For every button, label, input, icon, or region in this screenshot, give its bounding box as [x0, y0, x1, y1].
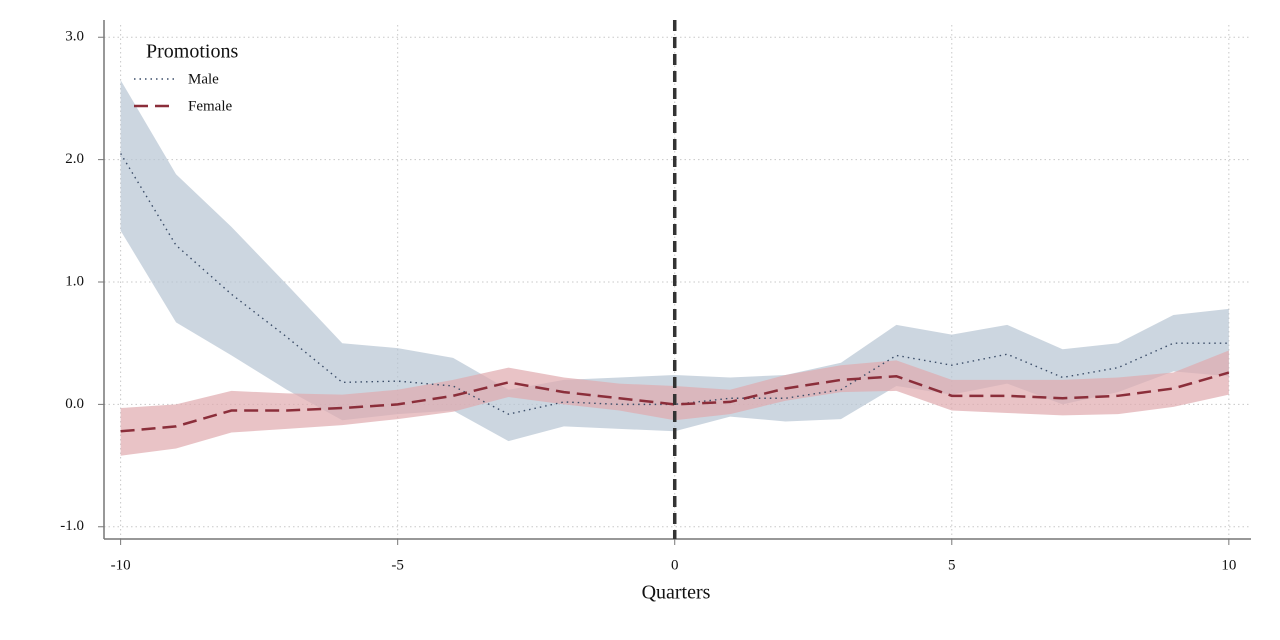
x-tick-label: -5: [391, 557, 404, 573]
confidence-band: [120, 80, 1229, 442]
x-tick-label: 10: [1221, 557, 1236, 573]
x-tick-label: 0: [671, 557, 679, 573]
y-tick-label: 3.0: [65, 29, 84, 45]
x-tick-label: 5: [948, 557, 956, 573]
x-axis-label: Quarters: [642, 582, 711, 604]
y-tick-label: 1.0: [65, 273, 84, 289]
legend-label: Female: [188, 98, 232, 114]
y-tick-label: -1.0: [60, 518, 84, 534]
series-line: [120, 153, 1229, 415]
y-tick-label: 2.0: [65, 151, 84, 167]
series-line: [120, 371, 1230, 433]
legend-label: Male: [188, 71, 219, 87]
legend-title: Promotions: [146, 41, 238, 63]
x-tick-label: -10: [111, 557, 131, 573]
y-tick-label: 0.0: [65, 396, 84, 412]
